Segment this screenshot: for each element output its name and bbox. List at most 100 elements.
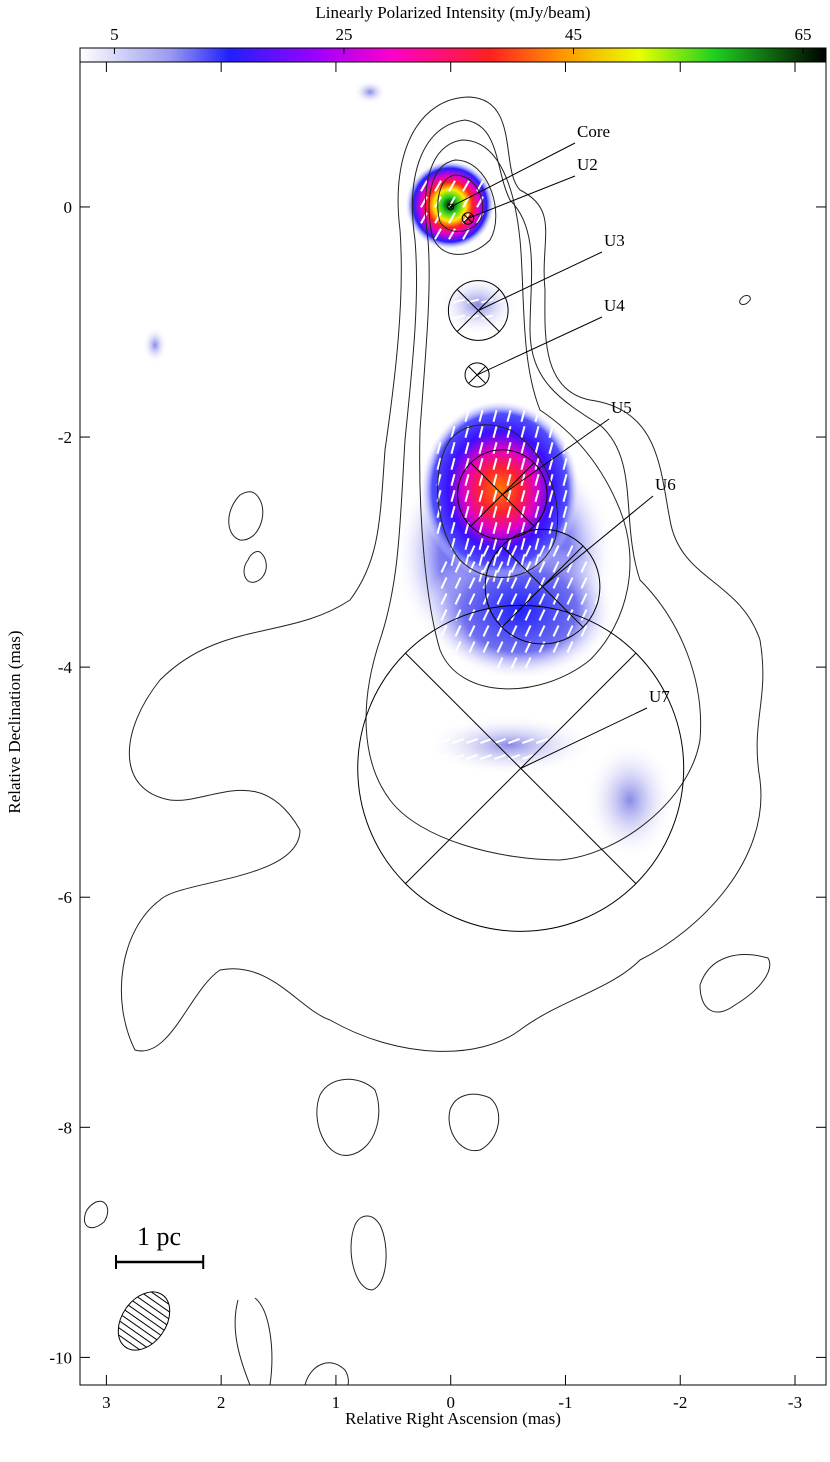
- evpa-stick: [438, 754, 450, 760]
- component-label: U5: [611, 398, 632, 417]
- evpa-stick: [468, 577, 476, 589]
- evpa-stick: [450, 505, 456, 519]
- evpa-stick: [566, 625, 574, 637]
- pol-blob: [420, 400, 580, 580]
- evpa-stick: [548, 489, 554, 503]
- evpa-stick: [468, 641, 476, 653]
- leader-line: [520, 707, 648, 769]
- evpa-stick: [534, 409, 540, 423]
- pol-blob: [143, 327, 167, 363]
- pol-blob: [354, 80, 386, 104]
- contour: [365, 119, 702, 861]
- evpa-stick: [538, 593, 546, 605]
- evpa-stick: [450, 489, 456, 503]
- evpa-stick: [538, 625, 546, 637]
- contour: [437, 174, 484, 232]
- leader-line: [502, 418, 610, 495]
- component-label: U6: [655, 475, 676, 494]
- evpa-stick: [508, 738, 520, 744]
- evpa-stick: [438, 738, 450, 744]
- component-label: U7: [649, 687, 670, 706]
- model-component: [464, 362, 490, 388]
- evpa-stick: [464, 553, 470, 567]
- evpa-stick: [448, 180, 456, 192]
- evpa-stick: [434, 180, 442, 192]
- evpa-stick: [492, 425, 498, 439]
- contour: [228, 491, 264, 541]
- x-tick-label: 0: [446, 1393, 455, 1412]
- evpa-stick: [492, 409, 498, 423]
- x-tick-label: -3: [788, 1393, 802, 1412]
- contours: [83, 96, 771, 1386]
- evpa-stick: [534, 425, 540, 439]
- evpa-stick: [492, 537, 498, 551]
- evpa-stick: [496, 609, 504, 621]
- evpa-stick: [496, 545, 504, 557]
- x-tick-label: 3: [102, 1393, 111, 1412]
- colorbar-tick-label: 25: [335, 25, 352, 44]
- evpa-stick: [464, 537, 470, 551]
- evpa-stick: [466, 314, 480, 320]
- pol-blob: [425, 715, 595, 775]
- evpa-stick: [452, 314, 466, 320]
- evpa-stick: [450, 457, 456, 471]
- evpa-stick: [510, 625, 518, 637]
- component-label: U3: [604, 231, 625, 250]
- evpa-stick: [548, 521, 554, 535]
- evpa-stick: [506, 441, 512, 455]
- evpa-stick: [548, 441, 554, 455]
- evpa-stick: [478, 537, 484, 551]
- evpa-stick: [478, 489, 484, 503]
- x-tick-label: 1: [332, 1393, 341, 1412]
- evpa-stick: [506, 505, 512, 519]
- evpa-stick: [440, 577, 448, 589]
- x-tick-label: 2: [217, 1393, 226, 1412]
- evpa-stick: [478, 569, 484, 583]
- contour: [419, 139, 631, 690]
- component-cross: [463, 214, 473, 223]
- evpa-stick: [552, 593, 560, 605]
- colorbar: [79, 47, 827, 63]
- evpa-stick: [566, 593, 574, 605]
- evpa-stick: [466, 738, 478, 744]
- evpa-stick: [436, 521, 442, 535]
- evpa-stick: [552, 625, 560, 637]
- component-label: Core: [577, 122, 610, 141]
- evpa-sticks: [420, 180, 602, 760]
- evpa-stick: [448, 228, 456, 240]
- evpa-stick: [548, 537, 554, 551]
- contour: [428, 159, 497, 255]
- evpa-stick: [482, 561, 490, 573]
- evpa-stick: [562, 457, 568, 471]
- evpa-stick: [538, 641, 546, 653]
- evpa-stick: [534, 441, 540, 455]
- evpa-stick: [520, 425, 526, 439]
- evpa-stick: [464, 441, 470, 455]
- evpa-stick: [548, 505, 554, 519]
- model-component: [461, 212, 475, 225]
- evpa-stick: [510, 641, 518, 653]
- scale-bar-label: 1 pc: [137, 1222, 181, 1251]
- evpa-stick: [496, 641, 504, 653]
- evpa-stick: [420, 180, 428, 192]
- evpa-stick: [454, 625, 462, 637]
- evpa-stick: [506, 569, 512, 583]
- evpa-stick: [492, 457, 498, 471]
- evpa-stick: [464, 473, 470, 487]
- model-component: [484, 528, 601, 645]
- evpa-stick: [436, 505, 442, 519]
- evpa-stick: [480, 754, 492, 760]
- evpa-stick: [492, 553, 498, 567]
- evpa-stick: [538, 545, 546, 557]
- evpa-stick: [448, 196, 456, 208]
- y-tick-label: 0: [64, 198, 73, 217]
- evpa-stick: [510, 657, 518, 669]
- evpa-stick: [492, 441, 498, 455]
- evpa-stick: [524, 545, 532, 557]
- evpa-stick: [562, 489, 568, 503]
- evpa-stick: [480, 738, 492, 744]
- x-tick-label: -2: [673, 1393, 687, 1412]
- evpa-stick: [478, 457, 484, 471]
